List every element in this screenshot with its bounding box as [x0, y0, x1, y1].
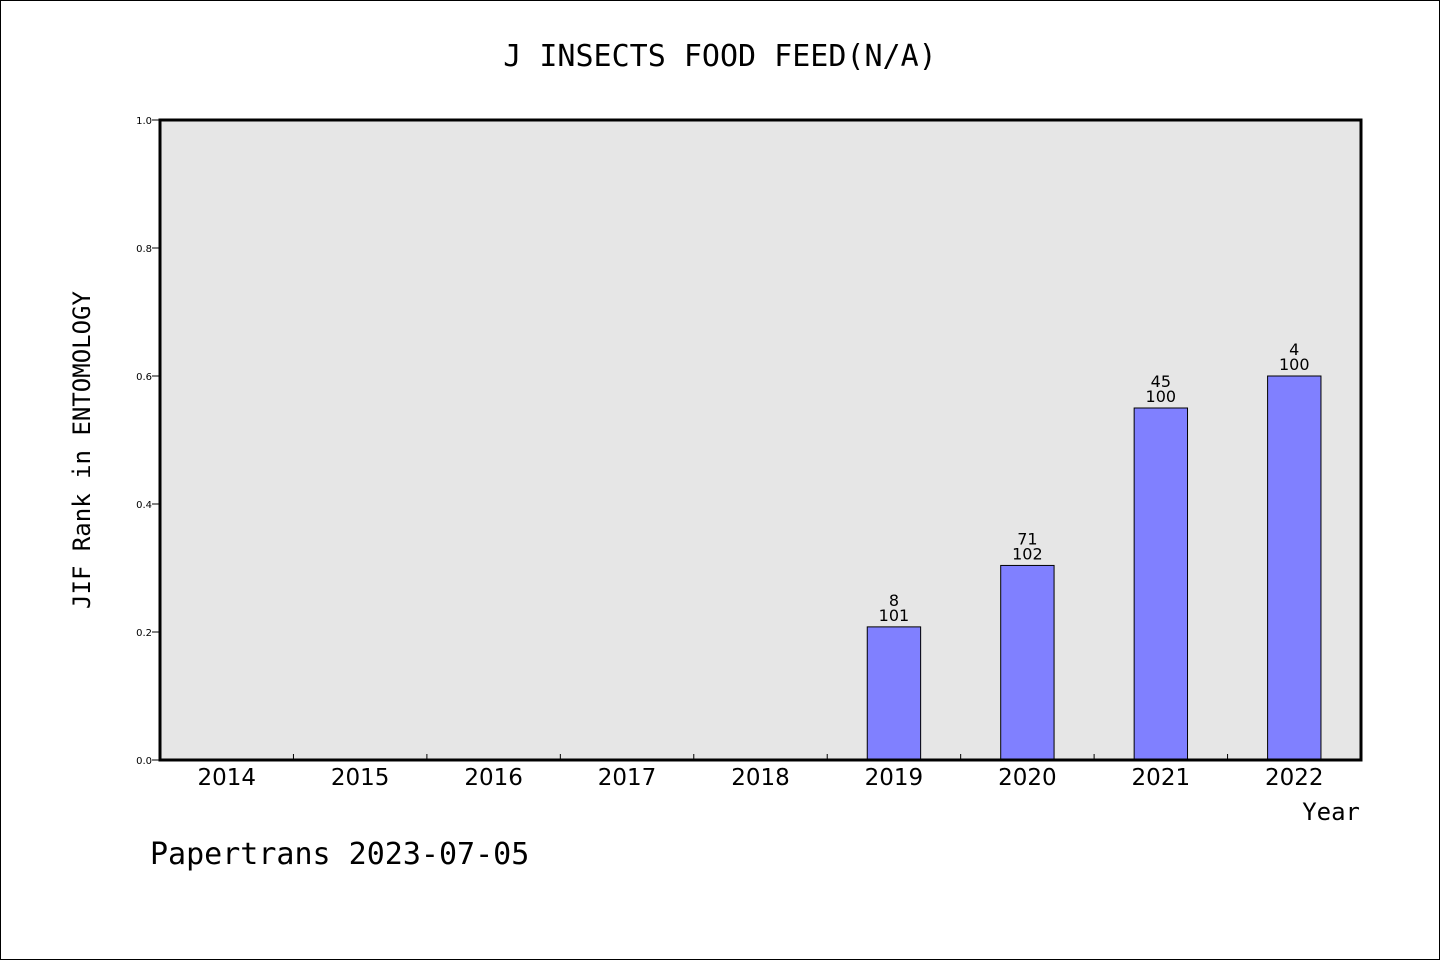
y-axis-ticks: 0.0 0.2 0.4 0.6 0.8 1.0 — [136, 116, 160, 767]
bar-2019 — [866, 626, 922, 761]
bar-2022 — [1267, 375, 1322, 761]
bar-2021 — [1133, 407, 1189, 761]
data-label-total: 102 — [1012, 544, 1043, 563]
y-axis-title: JIF Rank in ENTOMOLOGY — [68, 291, 96, 609]
y-tick-label: 0.8 — [136, 244, 152, 255]
x-axis-title: Year — [1302, 798, 1360, 826]
x-tick-label: 2022 — [1265, 765, 1324, 791]
y-tick-label: 0.2 — [136, 628, 152, 639]
bar-2020 — [1000, 564, 1055, 761]
x-tick-label: 2019 — [865, 765, 924, 791]
x-axis-ticks: 2014 2015 2016 2017 2018 2019 2020 2021 2022 — [197, 754, 1324, 791]
x-tick-label: 2017 — [598, 765, 657, 791]
chart-title: J INSECTS FOOD FEED(N/A) — [503, 39, 936, 74]
bars-layer — [866, 375, 1322, 761]
data-label-rank: 8 — [889, 591, 899, 610]
data-label-total: 101 — [879, 606, 910, 625]
data-label-total: 100 — [1279, 355, 1310, 374]
x-tick-label: 2020 — [998, 765, 1057, 791]
plot-border — [158, 118, 1363, 762]
x-tick-label: 2014 — [197, 765, 256, 791]
y-tick-label: 0.0 — [136, 756, 152, 767]
x-tick-label: 2015 — [331, 765, 390, 791]
data-label-rank: 45 — [1151, 372, 1171, 391]
y-tick-label: 1.0 — [136, 116, 152, 127]
x-tick-label: 2018 — [731, 765, 790, 791]
x-tick-label: 2016 — [464, 765, 523, 791]
footer-credit: Papertrans 2023-07-05 — [150, 837, 529, 872]
data-label-rank: 4 — [1289, 340, 1299, 359]
y-tick-label: 0.4 — [136, 500, 152, 511]
data-label-total: 100 — [1146, 387, 1177, 406]
data-label-rank: 71 — [1017, 529, 1037, 548]
x-tick-label: 2021 — [1132, 765, 1191, 791]
y-tick-label: 0.6 — [136, 372, 152, 383]
